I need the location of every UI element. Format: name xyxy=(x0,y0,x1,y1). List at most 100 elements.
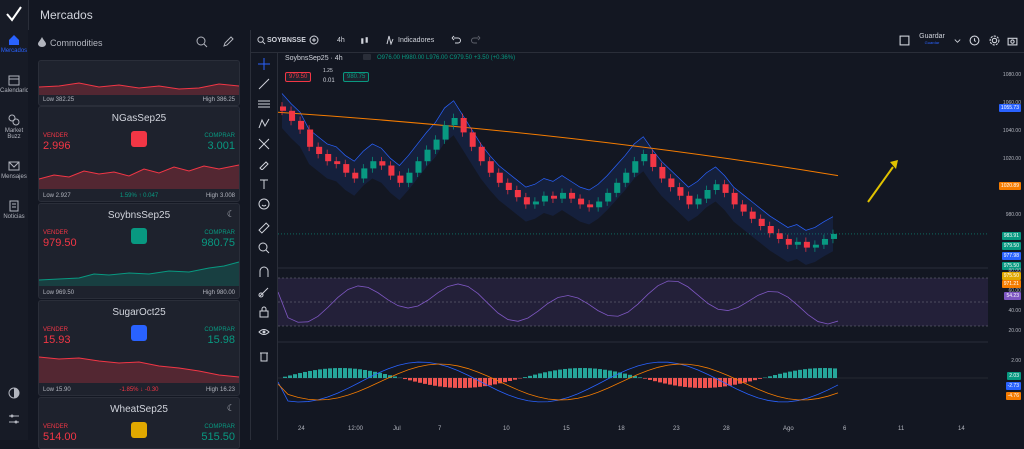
candle xyxy=(560,193,566,199)
calendar-icon xyxy=(8,74,20,86)
macd-histogram-bar xyxy=(338,368,342,378)
add-symbol-icon[interactable] xyxy=(309,35,319,45)
pattern-icon[interactable] xyxy=(258,118,270,130)
home-icon xyxy=(8,34,20,46)
indicators-icon[interactable] xyxy=(385,35,395,45)
price-axis-label: 1080.00 xyxy=(1003,72,1021,78)
chevron-down-icon[interactable] xyxy=(953,36,962,45)
nav-item-mercados[interactable]: Mercados xyxy=(0,34,28,54)
nav-label: Calendario xyxy=(0,88,29,94)
buy-price[interactable]: 15.98 xyxy=(207,334,235,346)
news-icon xyxy=(8,200,20,212)
candle xyxy=(723,184,729,193)
macd-histogram-bar xyxy=(543,372,547,378)
macd-histogram-bar xyxy=(803,369,807,378)
macd-histogram-bar xyxy=(748,378,752,381)
crosshair-icon[interactable] xyxy=(258,58,270,70)
rsi-axis-label: 20.00 xyxy=(1008,328,1021,334)
fib-icon[interactable] xyxy=(258,98,270,110)
gear-icon[interactable] xyxy=(989,35,1000,46)
macd-histogram-bar xyxy=(833,368,837,378)
ruler-icon[interactable] xyxy=(258,222,270,234)
macd-histogram-bar xyxy=(793,371,797,378)
trendline-icon[interactable] xyxy=(258,78,270,90)
candle xyxy=(443,125,449,139)
zoom-icon[interactable] xyxy=(258,242,270,254)
nav-item-noticias[interactable]: Noticias xyxy=(0,200,28,220)
market-card[interactable]: NGasSep25 VENDER COMPRAR 2.996 3.001 1.5… xyxy=(38,106,240,202)
trash-icon[interactable] xyxy=(258,350,270,362)
nav-item-calendario[interactable]: Calendario xyxy=(0,74,28,94)
sell-label: VENDER xyxy=(43,133,68,139)
interval-select[interactable]: 4h xyxy=(337,37,345,44)
emoji-icon[interactable] xyxy=(258,198,270,210)
undo-icon[interactable] xyxy=(451,35,461,45)
sell-price[interactable]: 2.996 xyxy=(43,140,71,152)
sell-label: VENDER xyxy=(43,230,68,236)
alert-icon[interactable] xyxy=(969,35,980,46)
text-icon[interactable] xyxy=(258,178,270,190)
macd-histogram-bar xyxy=(683,378,687,387)
macd-histogram-bar xyxy=(823,368,827,378)
market-card[interactable]: WheatSep25 ☾ VENDER COMPRAR 514.00 515.5… xyxy=(38,397,240,449)
page-title: Mercados xyxy=(40,8,93,22)
keep-drawing-icon[interactable] xyxy=(258,286,270,298)
sell-price[interactable]: 514.00 xyxy=(43,431,77,443)
low-value: Low 15.90 xyxy=(43,387,71,393)
lock-icon[interactable] xyxy=(258,306,270,318)
macd-histogram-bar xyxy=(648,378,652,380)
brush-icon[interactable] xyxy=(258,158,270,170)
macd-histogram-bar xyxy=(533,375,537,378)
market-card[interactable]: SoybnsSep25 ☾ VENDER COMPRAR 979.50 980.… xyxy=(38,203,240,299)
macd-histogram-bar xyxy=(353,369,357,378)
price-axis-label: 980.00 xyxy=(1006,212,1021,218)
buy-price[interactable]: 3.001 xyxy=(207,140,235,152)
macd-histogram-bar xyxy=(743,378,747,383)
candle xyxy=(352,173,358,179)
candle xyxy=(370,161,376,168)
magnet-icon[interactable] xyxy=(258,266,270,278)
indicators-button[interactable]: Indicadores xyxy=(398,37,434,44)
camera-icon[interactable] xyxy=(1007,35,1018,46)
projection-icon[interactable] xyxy=(258,138,270,150)
eye-icon[interactable] xyxy=(258,326,270,338)
market-name: NGasSep25 xyxy=(39,113,239,124)
market-card[interactable]: SugarOct25 VENDER COMPRAR 15.93 15.98 -1… xyxy=(38,300,240,396)
sell-price[interactable]: 979.50 xyxy=(43,237,77,249)
sell-price[interactable]: 15.93 xyxy=(43,334,71,346)
layout-icon[interactable] xyxy=(899,35,910,46)
rsi-value-tag: 54.23 xyxy=(1004,292,1021,300)
save-button[interactable]: Guardar Guardar xyxy=(914,33,950,49)
candle xyxy=(650,154,656,167)
market-card[interactable]: Low 382.25 High 386.25 xyxy=(38,60,240,106)
macd-histogram-bar xyxy=(288,375,292,378)
settings-icon[interactable] xyxy=(7,412,21,426)
candles-icon[interactable] xyxy=(359,35,370,46)
buy-price[interactable]: 515.50 xyxy=(201,431,235,443)
sparkline xyxy=(39,351,239,383)
search-icon[interactable] xyxy=(257,36,266,45)
search-icon[interactable] xyxy=(196,36,208,48)
redo-icon[interactable] xyxy=(471,35,481,45)
high-value: High 3.008 xyxy=(206,193,235,199)
macd-histogram-bar xyxy=(423,378,427,384)
nav-item-market-buzz[interactable]: Market Buzz xyxy=(0,114,28,140)
macd-histogram-bar xyxy=(668,378,672,385)
macd-histogram-bar xyxy=(303,372,307,378)
nav-item-mensajes[interactable]: Mensajes xyxy=(0,160,28,180)
macd-histogram-bar xyxy=(453,378,457,388)
logo-icon[interactable] xyxy=(4,4,24,24)
price-chart[interactable] xyxy=(278,52,988,440)
symbol-search[interactable]: SOYBNSSE xyxy=(267,37,306,44)
chart-toolbar: SOYBNSSE 4h Indicadores Guardar Guardar xyxy=(251,30,1024,53)
edit-icon[interactable] xyxy=(222,36,234,48)
theme-icon[interactable] xyxy=(7,386,21,400)
candle xyxy=(379,161,385,165)
buy-label: COMPRAR xyxy=(204,327,235,333)
buy-price[interactable]: 980.75 xyxy=(201,237,235,249)
macd-histogram-bar xyxy=(758,378,762,379)
candle xyxy=(388,166,394,176)
rsi-axis-label: 40.00 xyxy=(1008,308,1021,314)
low-value: Low 969.50 xyxy=(43,290,74,296)
macd-histogram-bar xyxy=(688,378,692,387)
